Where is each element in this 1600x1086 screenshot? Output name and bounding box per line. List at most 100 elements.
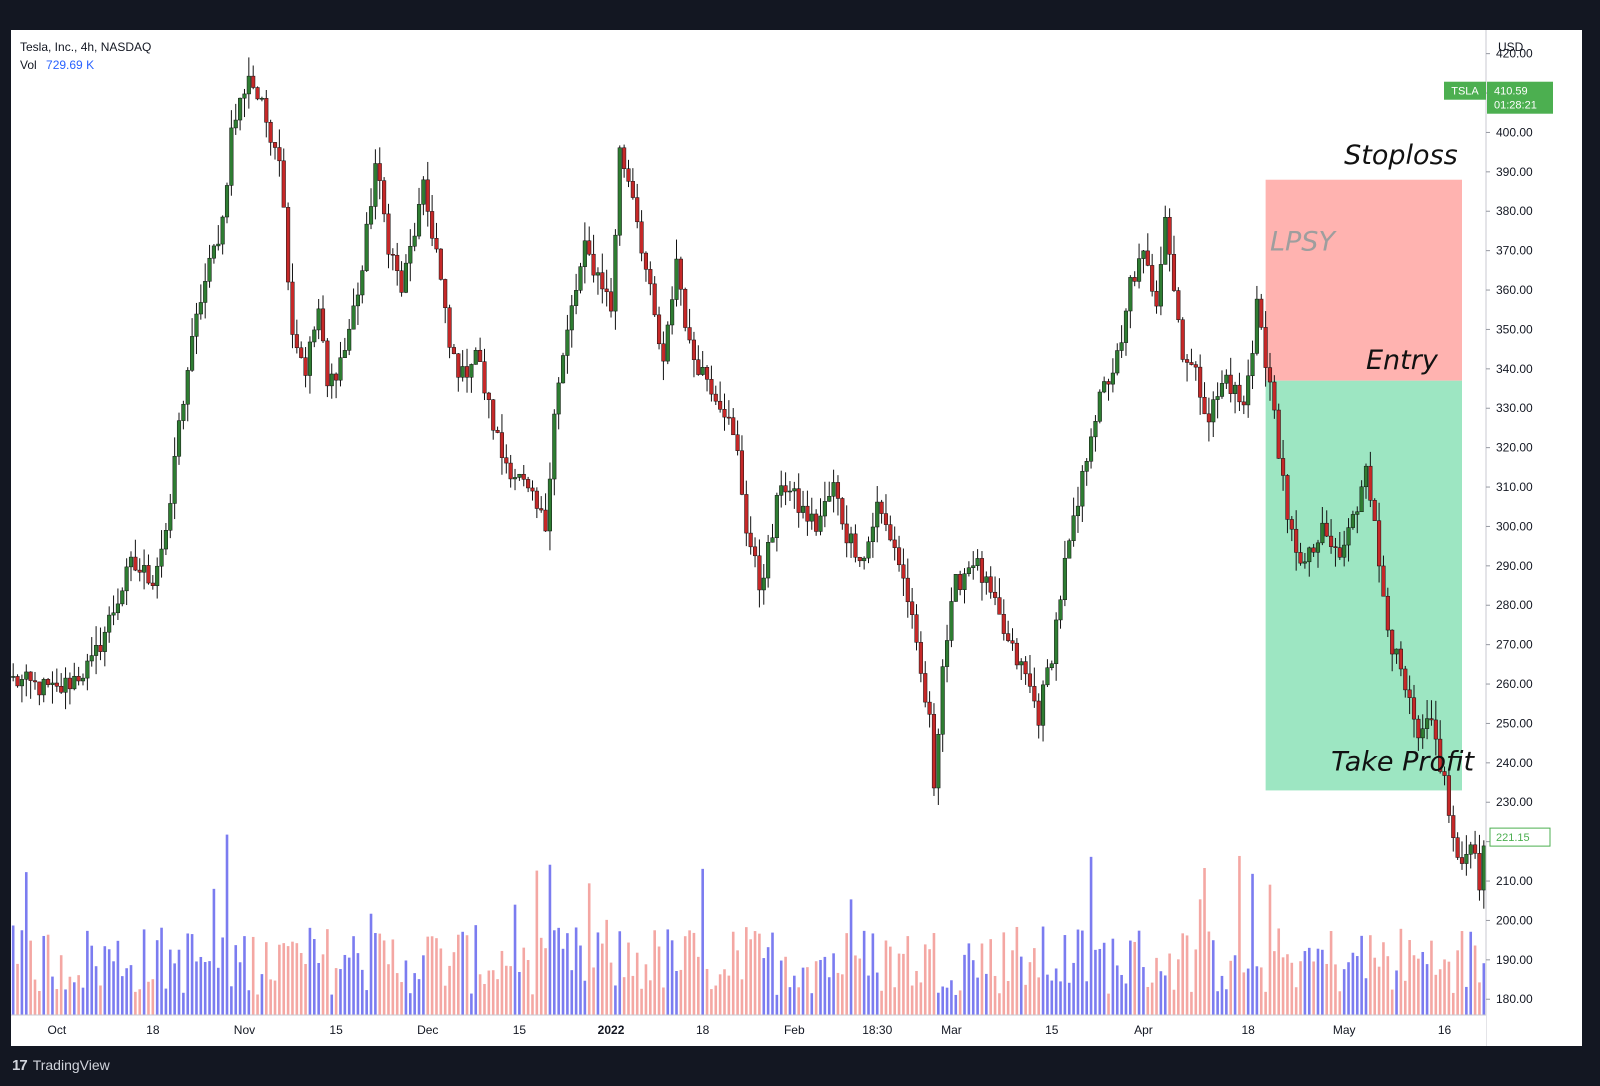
candle-body [1115, 350, 1120, 374]
candle-body [377, 163, 382, 181]
volume-bar [286, 946, 290, 1015]
volume-bar [875, 972, 879, 1015]
y-tick-label: 390.00 [1496, 165, 1533, 179]
candle-body [1368, 465, 1373, 501]
candle-body [434, 238, 439, 250]
y-tick-label: 230.00 [1496, 795, 1533, 809]
candle [805, 490, 810, 536]
candle-body [1329, 535, 1334, 547]
volume-bar [1294, 987, 1298, 1015]
volume-bar [566, 933, 569, 1015]
candle-body [294, 334, 299, 349]
volume-bar [330, 994, 334, 1015]
candle [691, 331, 697, 378]
volume-bar [1430, 940, 1433, 1015]
candle [1180, 317, 1185, 363]
currency-label[interactable]: USD [1498, 40, 1524, 54]
candle-body [37, 681, 42, 696]
volume-bar [190, 934, 194, 1015]
candle-body [940, 666, 945, 735]
candle-body [556, 382, 561, 415]
candle-body [124, 566, 129, 592]
candle [1302, 552, 1307, 569]
candle-body [1477, 853, 1482, 891]
candle-body [32, 680, 38, 683]
volume-bar [587, 883, 591, 1015]
candle-body [1324, 522, 1329, 537]
candle [608, 277, 614, 318]
candle-body [945, 640, 950, 667]
candle-body [115, 603, 120, 614]
candle [1036, 693, 1041, 739]
candle-body [1385, 595, 1390, 631]
candle [1320, 506, 1325, 546]
volume-bar [1399, 928, 1403, 1015]
candle-body [1451, 815, 1456, 838]
candle-body [67, 677, 72, 690]
volume-bar [670, 940, 674, 1015]
candle [1446, 768, 1451, 823]
candle-body [591, 253, 596, 276]
chart-panel[interactable]: Stoploss LPSY Entry Take Profit USD 180.00 19… [11, 30, 1582, 1046]
candle [72, 662, 77, 691]
volume-bar [334, 968, 338, 1015]
candle-body [233, 119, 238, 129]
candle [1123, 308, 1129, 356]
take-profit-zone[interactable] [1265, 380, 1462, 791]
candle [1119, 325, 1124, 358]
candle [1006, 620, 1011, 643]
volume-bar [889, 946, 892, 1015]
candle [15, 674, 20, 688]
candle-body [1263, 327, 1268, 368]
volume-bar [640, 988, 643, 1015]
volume-bar [771, 932, 774, 1015]
volume-bar [51, 976, 54, 1015]
candle [408, 229, 413, 282]
candle-body [1289, 519, 1294, 530]
volume-bar [120, 976, 124, 1015]
price-chart[interactable]: Stoploss LPSY Entry Take Profit USD 180.00 19… [11, 30, 1582, 1046]
volume-bar [1307, 947, 1311, 1015]
candle [1224, 369, 1229, 389]
volume-bar [1355, 956, 1359, 1015]
candle [1080, 465, 1085, 523]
crosshair-price-badge[interactable] [1489, 827, 1551, 847]
candle-body [971, 565, 976, 568]
candle-body [1298, 552, 1303, 564]
candle [643, 251, 648, 282]
x-tick-label: 2022 [598, 1023, 625, 1037]
candle-body [495, 430, 500, 433]
candle [447, 304, 452, 359]
candle-body [1233, 384, 1238, 394]
volume-bar [1085, 981, 1089, 1015]
candle-body [155, 565, 160, 586]
candle-body [892, 539, 897, 548]
candle-body [1123, 310, 1129, 343]
candle [1049, 660, 1054, 671]
y-tick-label: 300.00 [1496, 519, 1533, 533]
volume-bar [1024, 984, 1027, 1015]
candle-body [1407, 689, 1412, 698]
candle [54, 668, 59, 692]
y-tick-label: 330.00 [1496, 401, 1533, 415]
footer-brand[interactable]: 17 TradingView [12, 1052, 110, 1078]
candle-body [1337, 547, 1342, 558]
candle [334, 372, 339, 399]
last-price-badge[interactable] [1487, 81, 1553, 114]
ticker-badge[interactable] [1444, 81, 1486, 100]
stoploss-zone[interactable] [1265, 179, 1462, 381]
volume-bar [483, 983, 486, 1015]
crosshair-price-label: 221.15 [1496, 832, 1530, 844]
volume-bar [574, 927, 578, 1015]
volume-bar [1146, 986, 1150, 1015]
candle-body [979, 558, 985, 583]
volume-bar [352, 936, 355, 1015]
candle [1407, 675, 1412, 715]
volume-bar [1316, 948, 1320, 1015]
volume-bar [378, 933, 382, 1015]
candle-body [1198, 366, 1203, 398]
candle [342, 337, 347, 358]
candle-body [89, 655, 94, 662]
candle-body [530, 487, 535, 492]
candle-body [726, 416, 731, 419]
